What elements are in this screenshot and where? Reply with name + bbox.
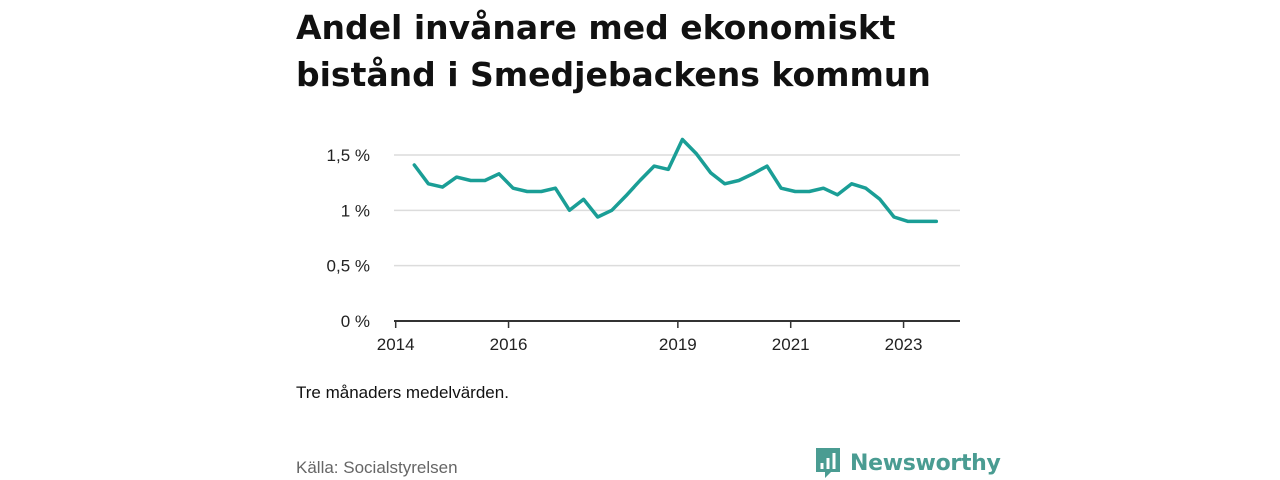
series-group (412, 137, 939, 224)
y-tick-label: 1,5 % (327, 146, 370, 165)
series-line (412, 137, 939, 224)
newsworthy-logo-icon (816, 448, 840, 478)
brand-name: Newsworthy (850, 450, 1001, 476)
x-tick-label: 2023 (885, 335, 923, 354)
gridlines (394, 154, 960, 267)
brand-logo[interactable]: Newsworthy (814, 446, 1001, 480)
x-tick-label: 2019 (659, 335, 697, 354)
y-axis-ticks: 0 % 0,5 % 1 % 1,5 % (327, 146, 370, 331)
x-tick-label: 2021 (772, 335, 810, 354)
x-tick-label: 2014 (377, 335, 415, 354)
title-line-1: Andel invånare med ekonomiskt (296, 8, 896, 47)
x-axis: 2014 2016 2019 2021 2023 (377, 320, 960, 354)
line-chart: 0 % 0,5 % 1 % 1,5 % 2014 2016 2019 2021 2023 (327, 137, 960, 354)
y-tick-label: 1 % (341, 201, 370, 220)
title-line-2: bistånd i Smedjebackens kommun (296, 55, 931, 94)
source-text: Källa: Socialstyrelsen (296, 458, 458, 477)
y-tick-label: 0,5 % (327, 257, 370, 276)
chart-note: Tre månaders medelvärden. (296, 383, 509, 402)
y-tick-label: 0 % (341, 312, 370, 331)
x-tick-label: 2016 (490, 335, 528, 354)
chart-title: Andel invånare med ekonomiskt bistånd i … (296, 4, 996, 98)
